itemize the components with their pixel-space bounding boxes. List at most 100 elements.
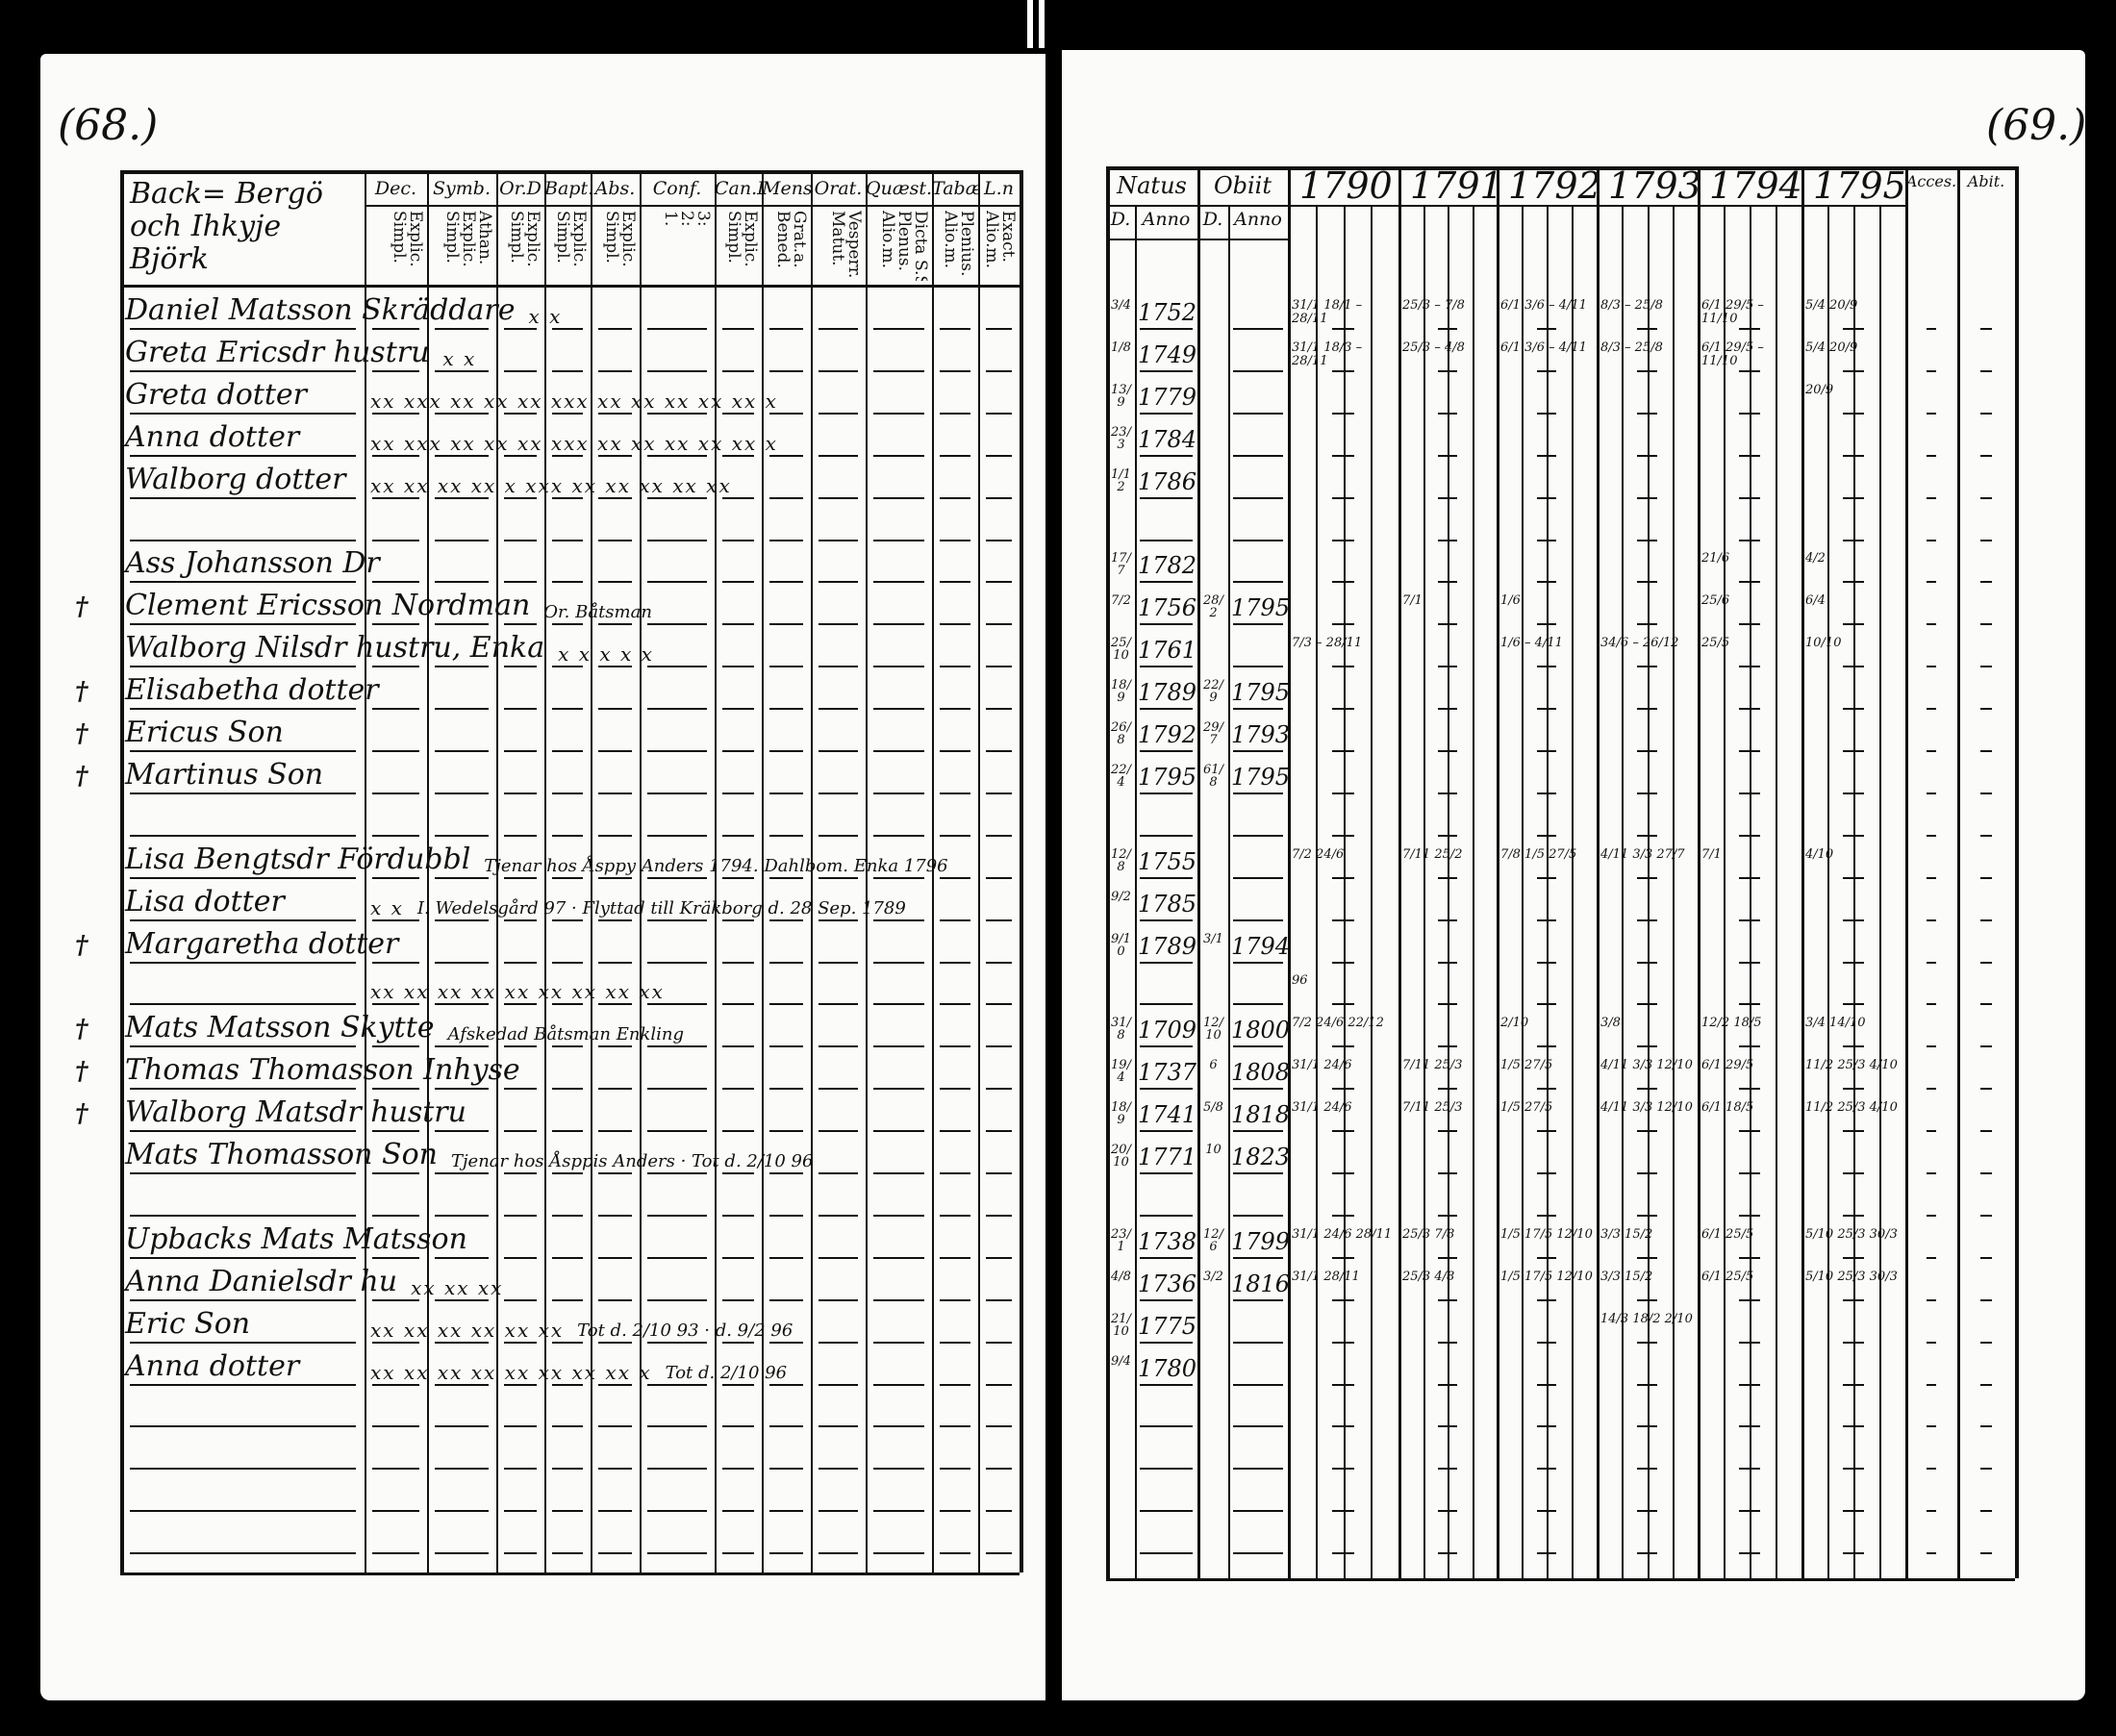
table-border	[1106, 1578, 2015, 1581]
cell-dash	[1437, 455, 1458, 457]
cell-dash	[647, 540, 707, 541]
year-entry: 6/1 18/5	[1701, 1100, 1754, 1115]
cell-dash	[1926, 370, 1937, 372]
cell-dash	[1536, 708, 1557, 710]
cell-dash	[1980, 413, 1992, 415]
cell-dash	[1536, 1088, 1557, 1090]
cell-dash	[598, 1215, 632, 1217]
cell-dash	[1332, 370, 1354, 372]
year-entry: 3/4 14/10	[1805, 1016, 1866, 1030]
cell-dash	[1332, 455, 1354, 457]
cell-dash	[1536, 1468, 1557, 1470]
cell-dash	[1437, 962, 1458, 964]
cell-dash	[769, 1130, 803, 1132]
cell-dash	[504, 370, 537, 372]
cell-dash	[1637, 750, 1657, 752]
cell-dash	[647, 1552, 707, 1554]
cell-dash	[1739, 877, 1760, 879]
cell-dash	[722, 1468, 754, 1470]
cell-dash	[819, 623, 858, 625]
birth-day: 13/9	[1111, 383, 1131, 410]
cell-dash	[986, 1510, 1012, 1512]
cell-dash	[435, 623, 489, 625]
death-year: 1795	[1231, 594, 1291, 621]
column-subheader: Explic. Simpl.	[390, 211, 423, 267]
person-name: Walborg Nilsdr hustru, Enka	[125, 631, 545, 665]
cell-dash	[647, 666, 707, 667]
cell-dash	[1739, 1425, 1760, 1427]
cell-dash	[1739, 328, 1760, 330]
year-entry: 4/11 3/3 12/10	[1600, 1058, 1693, 1072]
cell-dash	[1437, 1552, 1458, 1554]
column-header: Orat.	[814, 178, 863, 199]
cell-dash	[1140, 750, 1193, 752]
cell-dash	[1843, 666, 1864, 667]
year-entry: 3/3 15/2	[1600, 1270, 1653, 1284]
cell-dash	[769, 877, 803, 879]
birth-day: 4/8	[1111, 1270, 1131, 1284]
cell-dash	[598, 1425, 632, 1427]
cell-dash	[1843, 1088, 1864, 1090]
cell-dash	[940, 540, 970, 541]
cell-dash	[1332, 666, 1354, 667]
column-line	[811, 170, 813, 1572]
cell-dash	[940, 708, 970, 710]
birth-year: 1752	[1138, 299, 1197, 326]
cell-dash	[873, 708, 924, 710]
person-name: Anna dotter	[125, 1349, 300, 1383]
name-underline	[130, 1552, 356, 1554]
cell-dash	[1637, 1468, 1657, 1470]
cell-dash	[1980, 497, 1992, 499]
cell-dash	[1926, 1468, 1937, 1470]
cell-dash	[435, 1045, 489, 1047]
cell-dash	[722, 750, 754, 752]
cell-dash	[873, 750, 924, 752]
column-header: Mens.	[762, 178, 811, 199]
year-entry: 5/10 25/3 30/3	[1805, 1227, 1898, 1242]
cell-dash	[1843, 1425, 1864, 1427]
cell-dash	[552, 1384, 583, 1386]
cell-dash	[769, 581, 803, 583]
cell-dash	[819, 835, 858, 837]
cell-dash	[504, 1425, 537, 1427]
cell-dash	[769, 1425, 803, 1427]
year-subcolumn-line	[1371, 205, 1373, 1578]
cell-dash	[1233, 750, 1283, 752]
cell-dash	[1536, 1425, 1557, 1427]
year-entry: 25/6	[1701, 593, 1730, 608]
cell-dash	[372, 1384, 419, 1386]
birth-day: 7/2	[1111, 593, 1131, 608]
cell-dash	[1437, 877, 1458, 879]
cell-dash	[1140, 1045, 1193, 1047]
cell-dash	[722, 1425, 754, 1427]
year-header: 1792	[1508, 164, 1601, 207]
year-subcolumn-line	[1750, 205, 1751, 1578]
cell-dash	[722, 962, 754, 964]
column-subheader: Vesperr. Matut.	[828, 211, 862, 279]
cell-dash	[372, 835, 419, 837]
cell-dash	[940, 1299, 970, 1301]
column-header: Or.D	[499, 178, 542, 199]
cell-dash	[819, 1257, 858, 1259]
cell-dash	[1437, 1215, 1458, 1217]
year-entry: 7/2 24/6	[1292, 847, 1345, 862]
cell-dash	[769, 962, 803, 964]
cell-dash	[552, 1342, 583, 1344]
cell-dash	[504, 1215, 537, 1217]
cell-dash	[1536, 328, 1557, 330]
cell-dash	[552, 1172, 583, 1174]
cell-dash	[1980, 1003, 1992, 1005]
year-entry: 7/1	[1701, 847, 1722, 862]
cell-dash	[1437, 1172, 1458, 1174]
death-day: 28/2	[1203, 593, 1223, 620]
death-year: 1799	[1231, 1228, 1291, 1255]
cell-dash	[504, 328, 537, 330]
note-text: Afskedad Båtsman Enkling	[447, 1024, 684, 1044]
cell-dash	[1926, 1003, 1937, 1005]
cell-dash	[1140, 793, 1193, 794]
cell-dash	[1843, 623, 1864, 625]
cell-dash	[1926, 1384, 1937, 1386]
binding-edge	[1039, 0, 1045, 48]
cell-dash	[722, 1257, 754, 1259]
cell-dash	[1437, 581, 1458, 583]
